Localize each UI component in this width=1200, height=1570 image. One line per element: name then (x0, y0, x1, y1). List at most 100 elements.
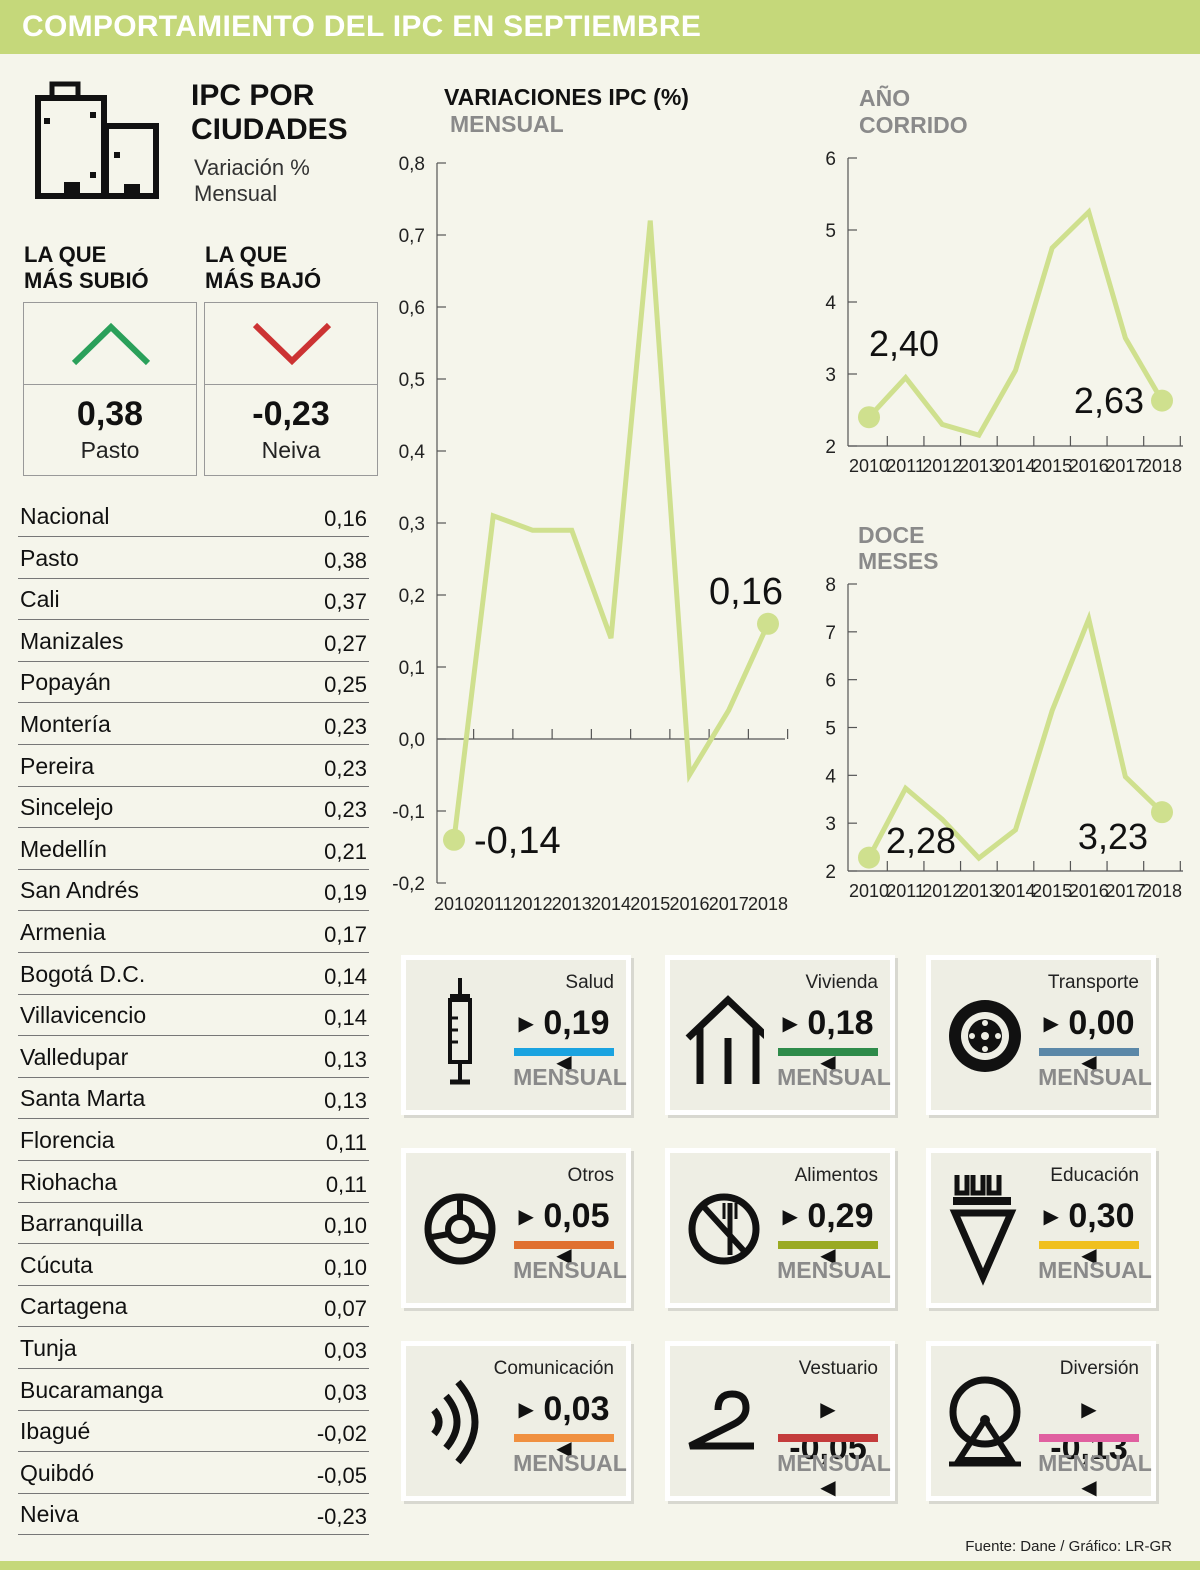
y-tick-label: 6 (825, 149, 836, 170)
x-tick-label: 2018 (1142, 881, 1182, 901)
no-fork-icon (688, 1193, 760, 1265)
category-card-vestuario: Vestuario ▶ -0,05 ◀ MENSUAL (665, 1341, 895, 1501)
city-name: Sincelejo (20, 794, 114, 821)
y-tick-label: 0,0 (399, 730, 425, 751)
category-value: 0,00 (1068, 1004, 1135, 1042)
table-row: Santa Marta 0,13 (18, 1077, 369, 1120)
city-value: 0,37 (324, 589, 367, 615)
x-tick-label: 2010 (849, 881, 889, 901)
category-name: Alimentos (794, 1165, 878, 1186)
main-chart-subtitle: MENSUAL (450, 111, 564, 137)
x-tick-label: 2011 (886, 456, 925, 476)
city-name: San Andrés (20, 877, 139, 904)
cities-title-line2: CIUDADES (191, 113, 348, 146)
x-tick-label: 2018 (748, 894, 788, 914)
start-point (858, 406, 880, 429)
category-value-wrap: ▶ 0,19 ◀ (514, 1004, 614, 1082)
table-row: Neiva -0,23 (18, 1493, 369, 1536)
city-name: Cartagena (20, 1293, 128, 1320)
city-name: Bogotá D.C. (20, 960, 146, 987)
y-tick-label: 2 (825, 437, 836, 458)
x-tick-label: 2013 (959, 881, 999, 901)
lowest-city: Neiva (261, 437, 321, 463)
marker-left-icon: ◀ (1081, 1477, 1097, 1499)
y-tick-label: 8 (825, 575, 836, 596)
category-card-otros: Otros ▶ 0,05 ◀ MENSUAL (401, 1148, 631, 1308)
city-value: 0,03 (324, 1338, 367, 1363)
table-row: Cúcuta 0,10 (18, 1244, 369, 1286)
ytd-chart-subtitle: CORRIDO (859, 112, 968, 138)
marker-right-icon: ▶ (518, 1013, 534, 1035)
x-tick-label: 2018 (1142, 456, 1182, 476)
x-tick-label: 2011 (474, 894, 513, 914)
table-row: Manizales 0,27 (18, 620, 369, 662)
category-card-comunicación: Comunicación ▶ 0,03 ◀ MENSUAL (401, 1341, 631, 1501)
category-period: MENSUAL (513, 1257, 627, 1283)
lowest-value: -0,23 (252, 395, 330, 433)
arrow-down-icon (252, 322, 332, 366)
city-name: Nacional (20, 503, 110, 529)
highest-value: 0,38 (76, 395, 144, 433)
city-value: 0,10 (324, 1213, 367, 1239)
marker-right-icon: ▶ (782, 1013, 798, 1035)
city-name: Popayán (20, 669, 111, 696)
category-period: MENSUAL (777, 1257, 891, 1283)
city-value: 0,23 (324, 797, 367, 823)
table-row: Cartagena 0,07 (18, 1285, 369, 1328)
city-value: 0,25 (324, 672, 367, 698)
start-point (443, 828, 465, 851)
city-value: 0,14 (324, 963, 367, 989)
y-tick-label: 0,2 (399, 586, 425, 607)
category-value: 0,03 (543, 1390, 610, 1428)
x-tick-label: 2012 (922, 881, 962, 901)
city-name: Barranquilla (20, 1210, 143, 1237)
y-tick-label: 0,6 (399, 298, 425, 319)
category-value-wrap: ▶ 0,00 ◀ (1039, 1004, 1139, 1082)
category-color-bar (514, 1241, 614, 1249)
category-name: Vivienda (805, 972, 878, 993)
crayons-icon (949, 1175, 1017, 1286)
highest-city-box: 0,38 Pasto (23, 302, 197, 476)
marker-left-icon: ◀ (556, 1245, 572, 1267)
x-tick-label: 2010 (849, 456, 889, 476)
city-name: Santa Marta (20, 1085, 146, 1112)
down-label-line1: LA QUE (205, 242, 288, 267)
category-name: Vestuario (798, 1358, 878, 1379)
category-period: MENSUAL (1038, 1257, 1152, 1283)
table-row: Tunja 0,03 (18, 1327, 369, 1369)
y-tick-label: 0,5 (399, 370, 425, 391)
category-color-bar (514, 1048, 614, 1056)
highest-city: Pasto (80, 437, 140, 463)
end-point (1151, 389, 1173, 412)
category-value: 0,30 (1068, 1197, 1135, 1235)
category-card-educación: Educación ▶ 0,30 ◀ MENSUAL (926, 1148, 1156, 1308)
y-tick-label: -0,2 (392, 874, 425, 895)
city-name: Manizales (20, 627, 124, 654)
marker-right-icon: ▶ (1043, 1206, 1059, 1228)
city-name: Armenia (20, 919, 106, 945)
category-value-wrap: ▶ 0,18 ◀ (778, 1004, 878, 1082)
category-value-wrap: ▶ -0,13 ◀ (1039, 1390, 1139, 1507)
city-value: 0,16 (324, 506, 367, 531)
ytd-chart-title: AÑO (859, 85, 911, 111)
arrow-up-icon (71, 322, 151, 366)
series-line (451, 220, 771, 841)
category-color-bar (1039, 1048, 1139, 1056)
category-card-alimentos: Alimentos ▶ 0,29 ◀ MENSUAL (665, 1148, 895, 1308)
x-tick-label: 2015 (1032, 456, 1072, 476)
category-value: 0,29 (807, 1197, 874, 1235)
city-value: -0,02 (316, 1421, 367, 1447)
house-icon (685, 995, 764, 1084)
table-row: Cali 0,37 (18, 578, 369, 621)
y-tick-label: 3 (825, 365, 836, 386)
end-value-label: 3,23 (1078, 816, 1148, 857)
marker-left-icon: ◀ (1081, 1052, 1097, 1074)
y-tick-label: 5 (825, 221, 836, 242)
bottom-bar (0, 1561, 1200, 1570)
city-value: 0,27 (324, 630, 367, 656)
category-card-vivienda: Vivienda ▶ 0,18 ◀ MENSUAL (665, 955, 895, 1115)
category-card-transporte: Transporte ▶ 0,00 ◀ MENSUAL (926, 955, 1156, 1115)
table-row: Valledupar 0,13 (18, 1036, 369, 1078)
table-row: Bucaramanga 0,03 (18, 1369, 369, 1411)
marker-right-icon: ▶ (782, 1206, 798, 1228)
